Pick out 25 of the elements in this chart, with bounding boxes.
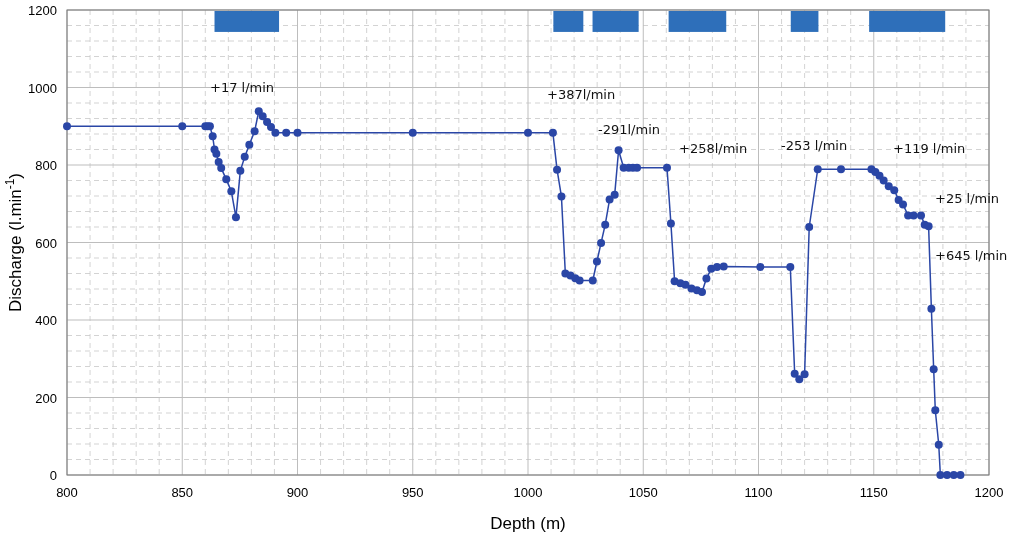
annotation: +25 l/min: [935, 191, 1000, 206]
y-tick-label: 1200: [28, 3, 57, 18]
y-tick-label: 800: [35, 158, 57, 173]
x-tick-label: 800: [56, 485, 78, 500]
y-tick-label: 1000: [28, 80, 57, 96]
x-tick-label: 950: [401, 485, 424, 500]
annotation: -253 l/min: [781, 138, 848, 153]
annotation: +387l/min: [547, 87, 616, 102]
annotation: +119 l/min: [893, 141, 966, 156]
x-tick-label: 850: [171, 485, 194, 500]
annotation: +645 l/min: [935, 248, 1008, 263]
annotation: -291l/min: [598, 122, 661, 137]
x-tick-label: 1050: [628, 485, 658, 500]
x-tick-label: 1000: [513, 485, 543, 500]
y-tick-label: 0: [49, 468, 57, 483]
annotation: +258l/min: [679, 141, 748, 156]
x-tick-label: 1200: [974, 485, 1004, 500]
y-tick-label: 600: [35, 235, 57, 251]
x-axis-title: Depth (m): [490, 514, 566, 533]
y-tick-label: 400: [35, 313, 57, 328]
x-tick-label: 900: [286, 485, 309, 500]
x-tick-label: 1150: [859, 485, 888, 500]
annotation: +17 l/min: [210, 80, 275, 95]
x-tick-label: 1100: [744, 485, 773, 500]
y-tick-label: 200: [35, 390, 57, 406]
